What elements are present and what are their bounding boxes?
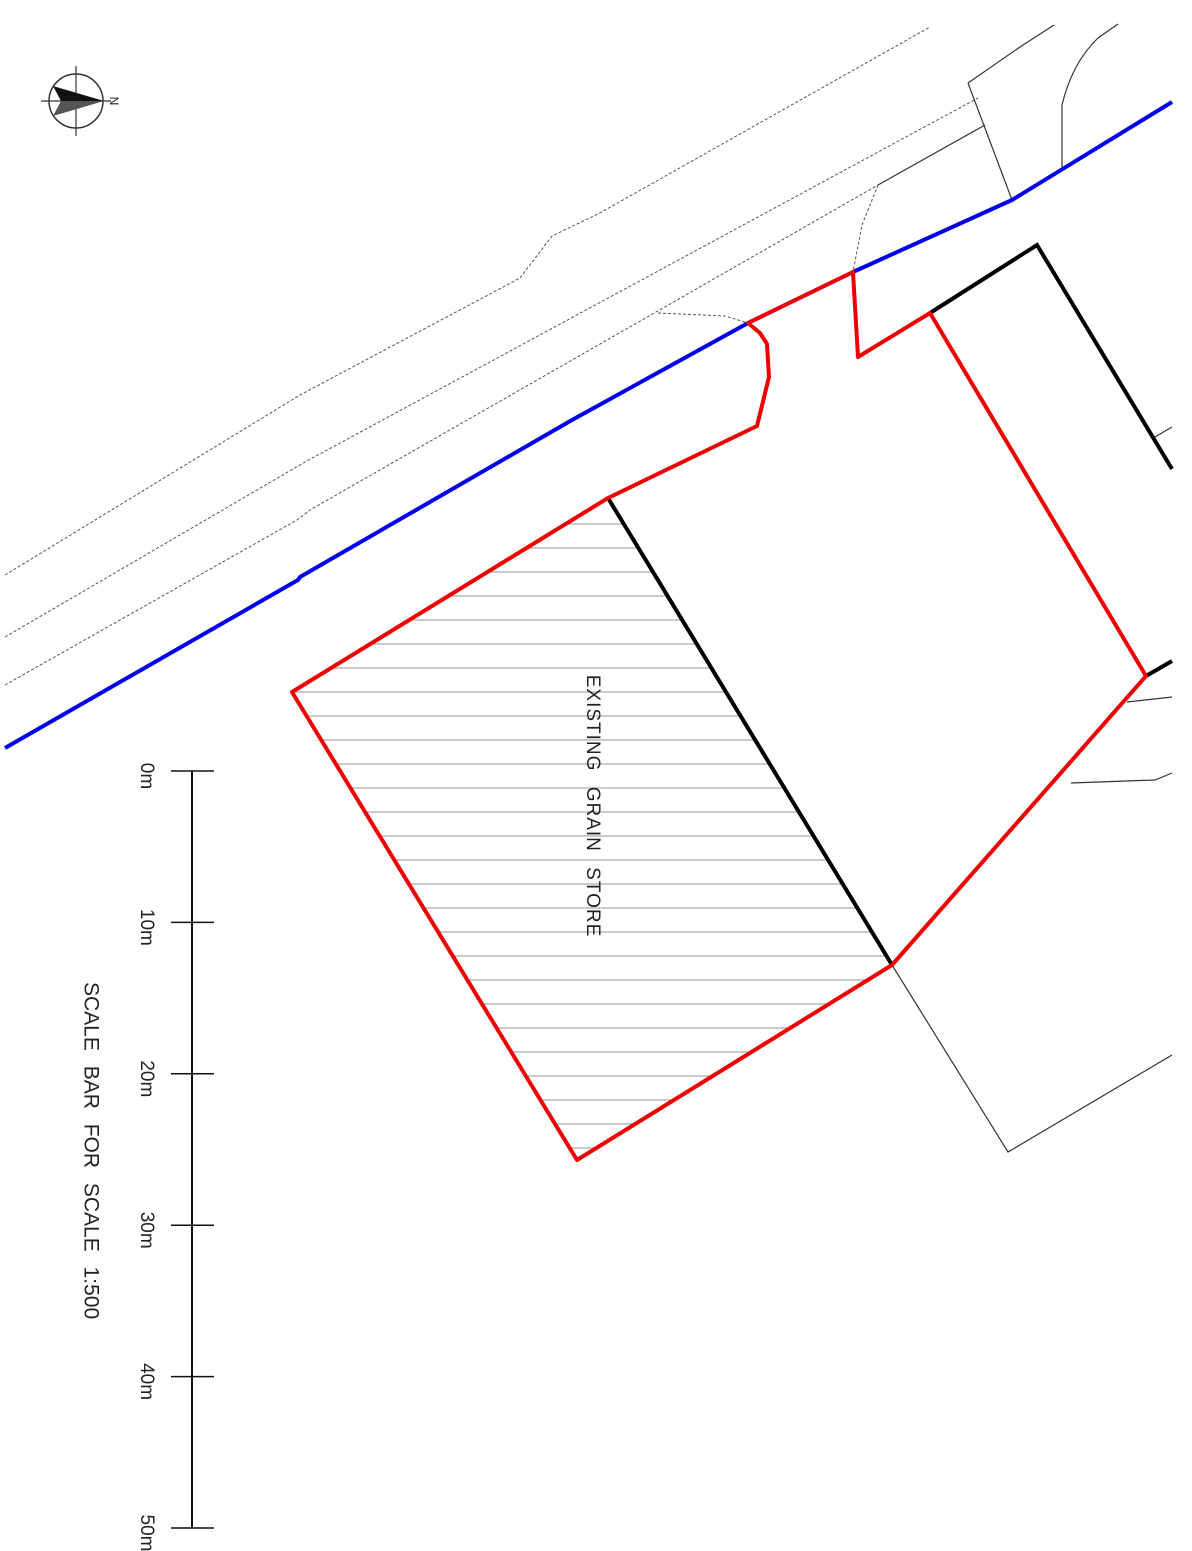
scale-bar-title: SCALE BAR FOR SCALE 1:500 xyxy=(79,982,102,1319)
north-arrow-icon xyxy=(41,66,111,136)
scale-tick-label: 0m xyxy=(136,763,157,789)
north-label: N xyxy=(107,97,121,106)
scale-tick-label: 30m xyxy=(136,1212,157,1249)
scale-tick-label: 40m xyxy=(136,1363,157,1400)
ownership-boundary xyxy=(4,100,1174,750)
road-lines xyxy=(4,26,979,686)
north-arrow: N xyxy=(41,66,121,136)
scale-ticks: 0m 10m 20m 30m 40m 50m xyxy=(136,763,214,1551)
context-lines xyxy=(877,23,1173,1153)
building-edges xyxy=(606,242,1174,967)
building-label: EXISTING GRAIN STORE xyxy=(582,675,603,938)
scale-tick-label: 10m xyxy=(136,909,157,946)
site-boundary xyxy=(290,270,1148,1162)
scale-tick-label: 50m xyxy=(136,1515,157,1551)
scale-bar: 0m 10m 20m 30m 40m 50m SCALE BAR FOR SCALE 1:… xyxy=(79,763,214,1551)
scale-tick-label: 20m xyxy=(136,1060,157,1097)
